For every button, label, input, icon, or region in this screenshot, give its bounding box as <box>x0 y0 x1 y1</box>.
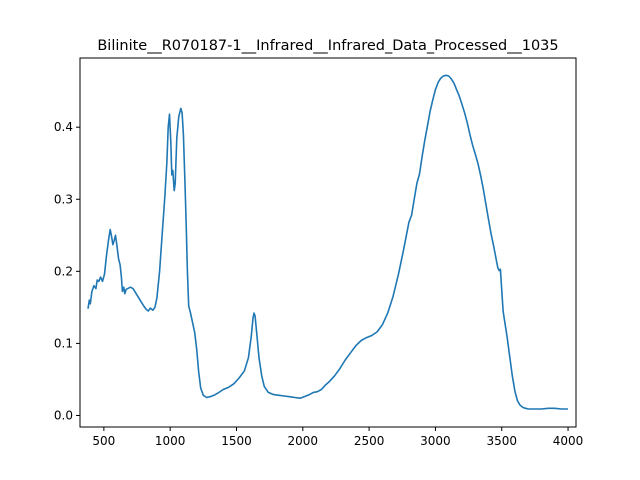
x-axis: 500 1000 1500 2000 2500 3000 3500 4000 <box>92 427 583 448</box>
series-line-0 <box>87 74 568 410</box>
x-tick-label: 1000 <box>155 434 186 448</box>
chart-title: Bilinite__R070187-1__Infrared__Infrared_… <box>97 38 558 54</box>
y-tick-label: 0.3 <box>54 192 73 206</box>
y-axis: 0.0 0.1 0.2 0.3 0.4 <box>54 120 80 422</box>
y-tick-label: 0.1 <box>54 336 73 350</box>
x-tick-label: 2000 <box>288 434 319 448</box>
x-tick-label: 1500 <box>221 434 252 448</box>
x-tick-label: 500 <box>92 434 115 448</box>
y-tick-label: 0.0 <box>54 408 73 422</box>
x-tick-label: 2500 <box>354 434 385 448</box>
y-tick-label: 0.2 <box>54 264 73 278</box>
x-tick-label: 4000 <box>553 434 584 448</box>
x-tick-label: 3500 <box>486 434 517 448</box>
axes-frame <box>79 57 577 428</box>
plot-area <box>87 74 568 410</box>
y-tick-label: 0.4 <box>54 120 73 134</box>
x-tick-label: 3000 <box>420 434 451 448</box>
